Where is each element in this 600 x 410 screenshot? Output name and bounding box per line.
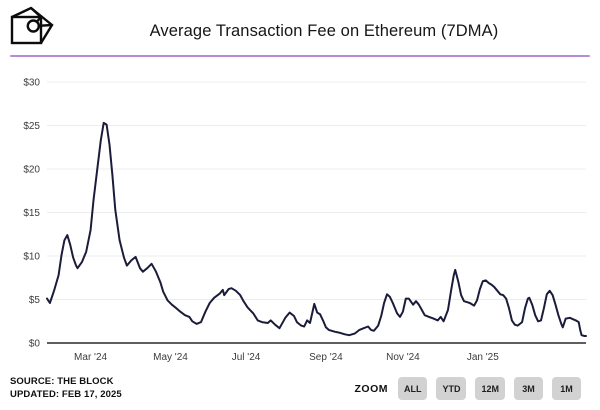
y-axis-label: $20 — [23, 165, 40, 176]
zoom-controls: ZOOM ALL YTD 12M 3M 1M — [354, 377, 581, 400]
zoom-button-ytd[interactable]: YTD — [436, 377, 467, 400]
source-attribution: SOURCE: THE BLOCK UPDATED: FEB 17, 2025 — [10, 375, 122, 401]
accent-divider — [10, 55, 590, 57]
x-axis-label: May '24 — [153, 352, 188, 363]
fee-line-series[interactable] — [46, 121, 587, 337]
x-axis-label: Mar '24 — [74, 352, 107, 363]
updated-line: UPDATED: FEB 17, 2025 — [10, 389, 122, 400]
zoom-button-1m[interactable]: 1M — [552, 377, 581, 400]
y-axis-label: $0 — [29, 339, 41, 350]
y-axis-label: $5 — [29, 295, 41, 306]
zoom-label: ZOOM — [354, 382, 388, 395]
y-axis-label: $30 — [23, 78, 40, 89]
source-line: SOURCE: THE BLOCK — [10, 376, 114, 387]
x-axis-label: Jan '25 — [467, 352, 499, 363]
zoom-button-all[interactable]: ALL — [397, 377, 428, 400]
zoom-button-12m[interactable]: 12M — [475, 377, 505, 400]
page-title: Average Transaction Fee on Ethereum (7DM… — [149, 22, 499, 40]
zoom-button-3m[interactable]: 3M — [514, 377, 543, 400]
x-axis-label: Jul '24 — [232, 352, 261, 363]
y-axis-label: $25 — [23, 121, 40, 132]
x-axis-label: Sep '24 — [309, 352, 343, 363]
y-axis-label: $10 — [23, 252, 40, 263]
y-axis-label: $15 — [23, 208, 40, 219]
the-block-logo — [10, 6, 54, 45]
x-axis-label: Nov '24 — [386, 352, 420, 363]
